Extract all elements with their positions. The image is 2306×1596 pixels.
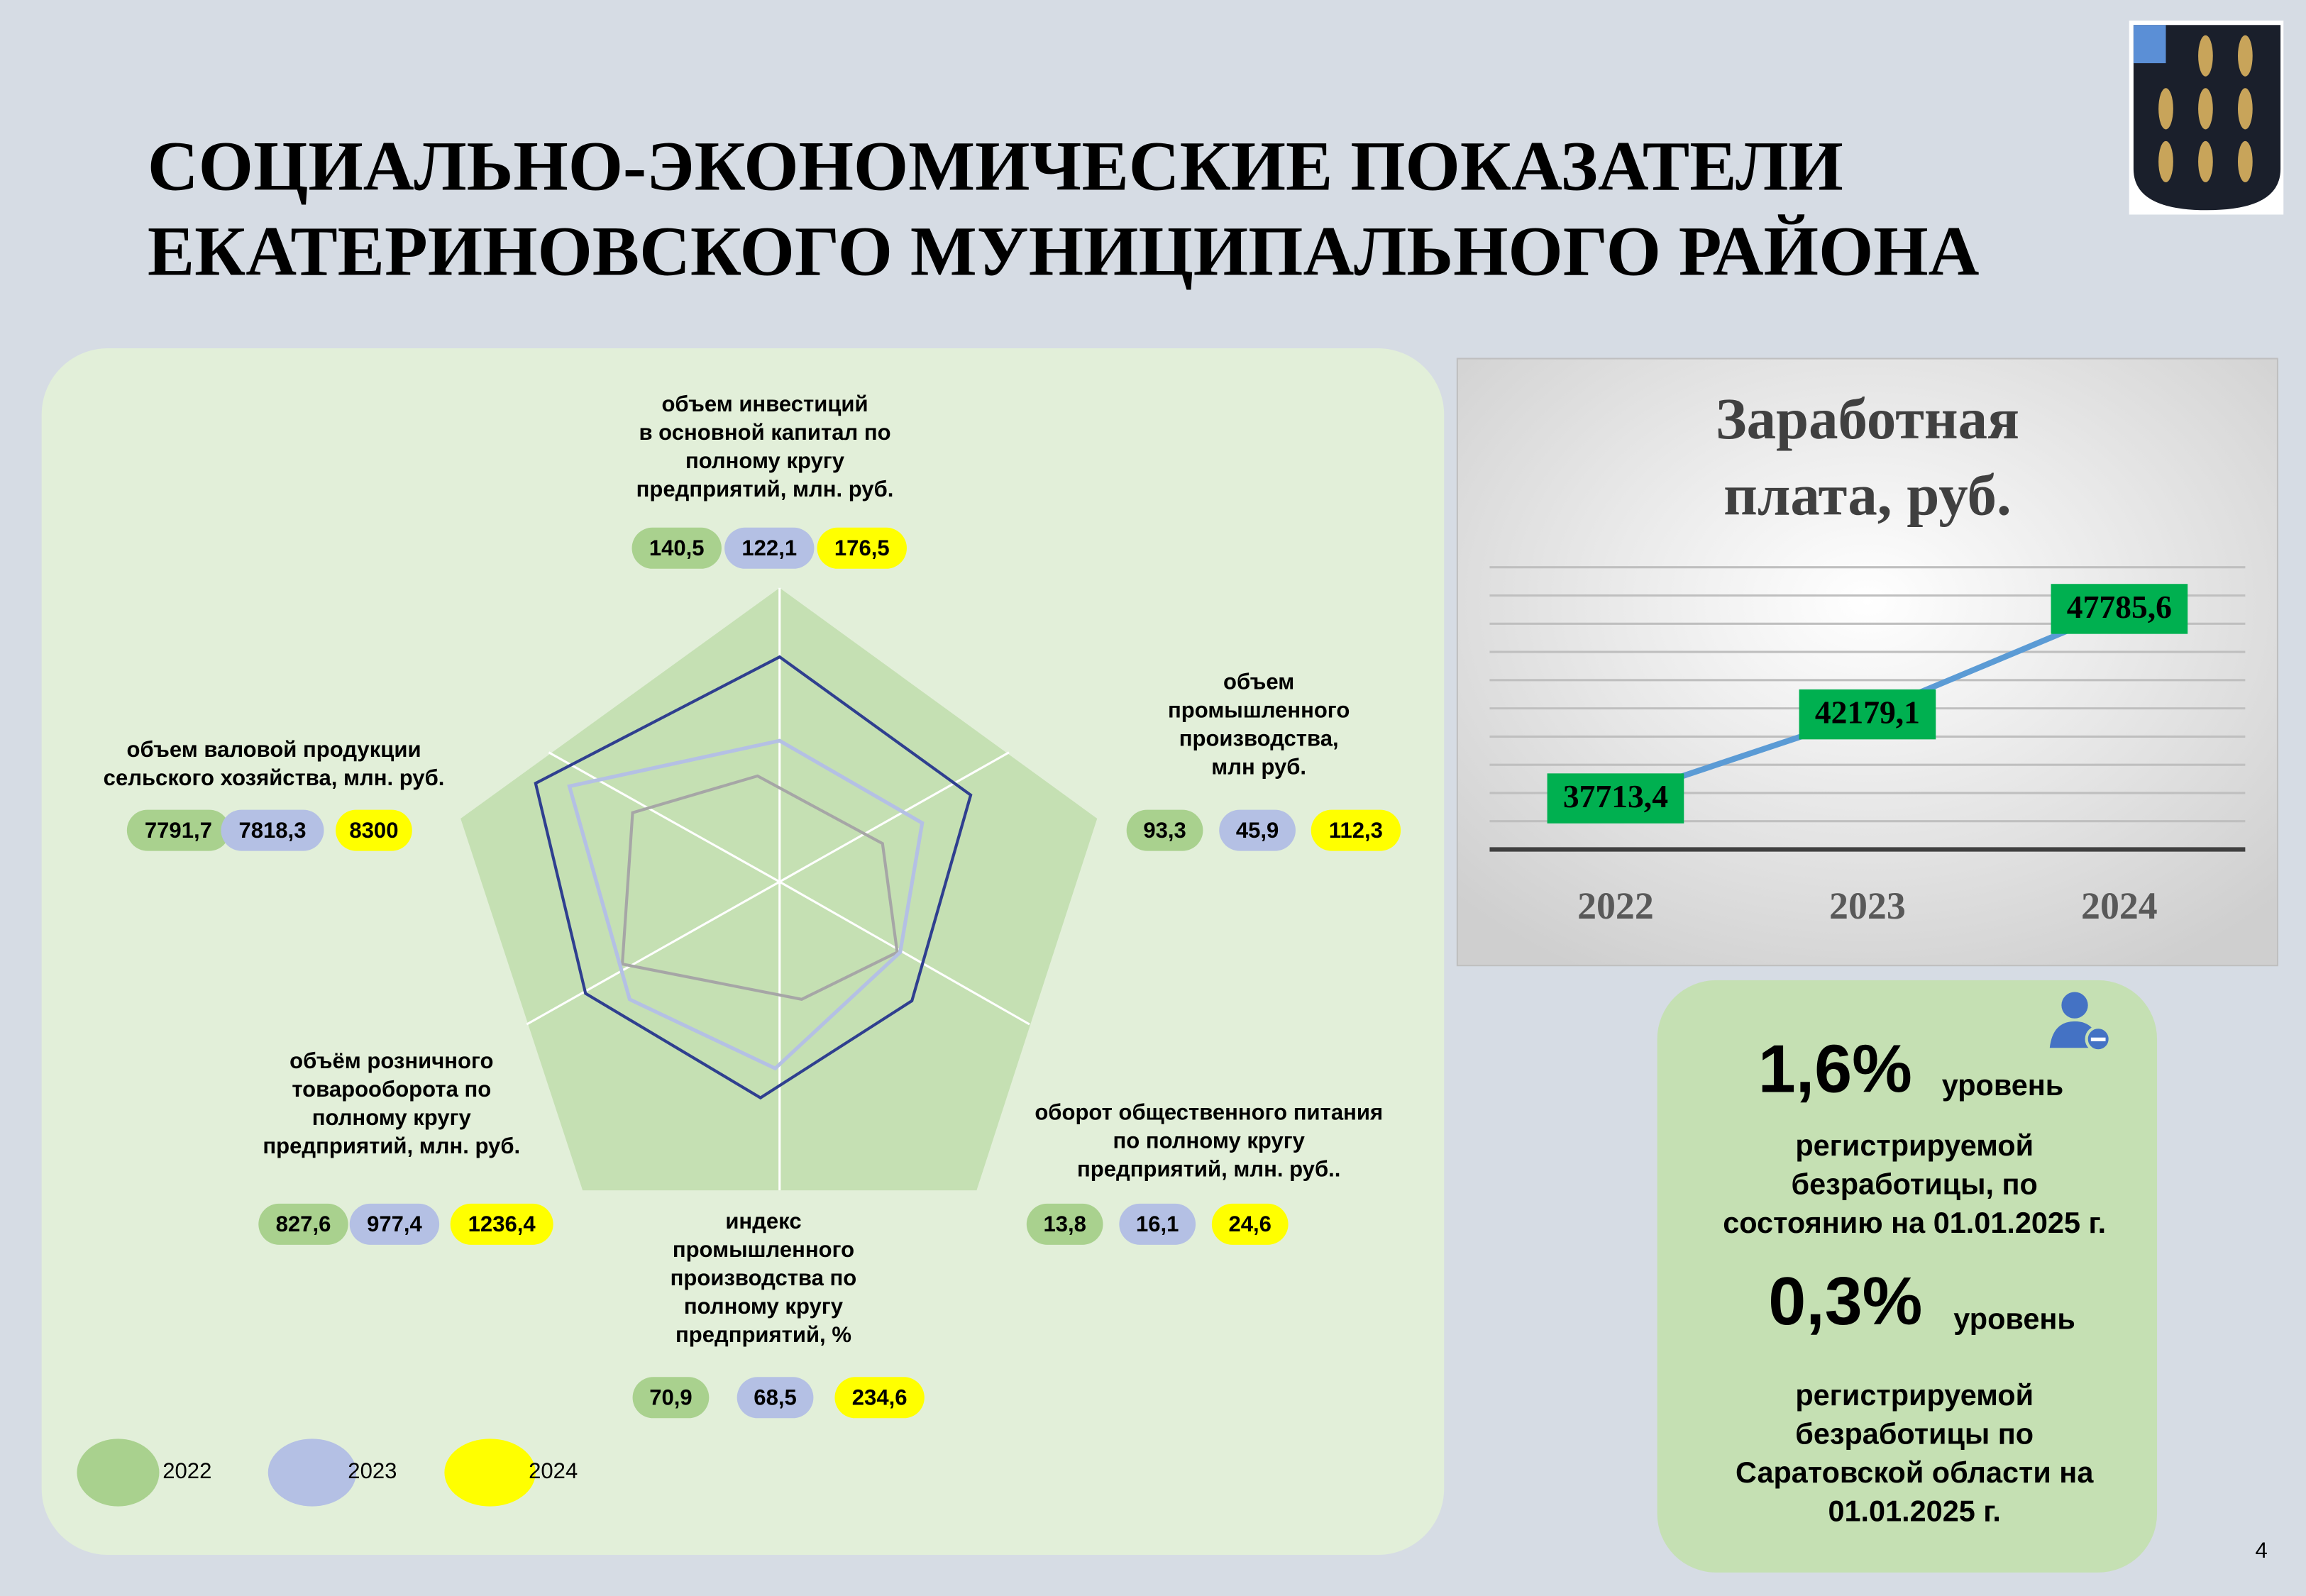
indicator-label: в основной капитал по xyxy=(639,420,890,445)
value-pill xyxy=(1026,1203,1103,1245)
coat-of-arms xyxy=(2129,21,2284,215)
x-tick-label: 2022 xyxy=(1577,885,1654,927)
legend-label: 2023 xyxy=(348,1458,397,1483)
value-label: 8300 xyxy=(349,818,398,843)
rate-text: безработицы по xyxy=(1795,1417,2034,1451)
slide-title: СОЦИАЛЬНО-ЭКОНОМИЧЕСКИЕ ПОКАЗАТЕЛИ xyxy=(148,126,1843,205)
indicator-label: объём розничного xyxy=(289,1048,493,1073)
legend-swatch xyxy=(77,1439,160,1507)
salary-chart: Заработная плата, руб. xyxy=(1456,358,2278,967)
value-pill xyxy=(1311,809,1401,851)
rate-word: уровень xyxy=(1942,1068,2064,1102)
indicator-label: предприятий, млн. руб.. xyxy=(1077,1157,1340,1182)
value-label: 977,4 xyxy=(367,1212,422,1236)
page-number: 4 xyxy=(2256,1538,2268,1563)
label-box xyxy=(2051,584,2188,634)
indicator-label: индекс xyxy=(725,1209,801,1234)
value-pill xyxy=(632,1377,710,1419)
value-pill xyxy=(349,1203,440,1245)
value-label: 16,1 xyxy=(1136,1212,1179,1236)
x-tick-label: 2023 xyxy=(1829,885,1906,927)
indicator-label: предприятий, млн. руб. xyxy=(636,477,894,501)
data-label: 47785,6 xyxy=(2067,589,2172,625)
indicator-label: объем инвестиций xyxy=(661,392,868,416)
value-label: 1236,4 xyxy=(468,1212,536,1236)
label-box xyxy=(1547,773,1684,824)
value-label: 24,6 xyxy=(1229,1212,1271,1236)
value-pill xyxy=(631,527,722,569)
x-tick-label: 2024 xyxy=(2081,885,2158,927)
value-label: 45,9 xyxy=(1236,818,1279,843)
rate-text: состоянию на 01.01.2025 г. xyxy=(1723,1206,2106,1239)
unemployment-box xyxy=(1657,980,2158,1573)
data-label: 37713,4 xyxy=(1563,778,1668,814)
rate-value: 1,6% xyxy=(1758,1032,1912,1107)
indicator-label: промышленного xyxy=(673,1237,854,1262)
indicator-label: млн руб. xyxy=(1211,755,1306,780)
indicator-label: полному кругу xyxy=(685,448,845,473)
value-pill xyxy=(817,527,907,569)
indicator-panel xyxy=(41,348,1445,1555)
value-label: 140,5 xyxy=(649,536,705,560)
value-pill xyxy=(126,809,230,851)
value-pill xyxy=(724,527,815,569)
slide-title: ЕКАТЕРИНОВСКОГО МУНИЦИПАЛЬНОГО РАЙОНА xyxy=(148,211,1980,290)
value-label: 7818,3 xyxy=(238,818,306,843)
value-pill xyxy=(1119,1203,1196,1245)
indicator-label: оборот общественного питания xyxy=(1035,1100,1383,1125)
value-label: 112,3 xyxy=(1329,818,1383,843)
rate-value: 0,3% xyxy=(1768,1264,1922,1339)
value-label: 13,8 xyxy=(1043,1212,1086,1236)
value-label: 234,6 xyxy=(852,1385,907,1410)
rate-text: безработицы, по xyxy=(1792,1168,2038,1201)
indicator-label: полному кругу xyxy=(312,1105,472,1130)
value-label: 827,6 xyxy=(276,1212,331,1236)
value-pill xyxy=(450,1203,553,1245)
data-label: 42179,1 xyxy=(1815,694,1920,731)
rate-text: регистрируемой xyxy=(1795,1378,2034,1412)
value-pill xyxy=(834,1377,925,1419)
value-label: 176,5 xyxy=(834,536,890,560)
indicator-label: полному кругу xyxy=(684,1294,844,1319)
rate-text: 01.01.2025 г. xyxy=(1828,1495,2000,1528)
value-pill xyxy=(1211,1203,1289,1245)
legend-swatch xyxy=(267,1439,357,1507)
indicator-label: сельского хозяйства, млн. руб. xyxy=(104,765,445,790)
rate-text: регистрируемой xyxy=(1795,1129,2034,1162)
value-pill xyxy=(1219,809,1296,851)
rate-text: Саратовской области на xyxy=(1736,1456,2094,1489)
indicator-label: предприятий, % xyxy=(675,1322,851,1347)
rate-word: уровень xyxy=(1953,1302,2075,1336)
value-label: 70,9 xyxy=(649,1385,692,1410)
legend-label: 2022 xyxy=(162,1458,211,1483)
value-pill xyxy=(336,809,412,851)
chart-title: плата, руб. xyxy=(1723,462,2012,528)
value-pill xyxy=(1126,809,1203,851)
indicator-label: промышленного xyxy=(1168,698,1350,723)
value-label: 93,3 xyxy=(1143,818,1186,843)
value-label: 7791,7 xyxy=(145,818,212,843)
indicator-label: объем xyxy=(1223,670,1294,694)
indicator-label: производства по xyxy=(671,1265,857,1290)
value-pill xyxy=(221,809,324,851)
value-label: 122,1 xyxy=(741,536,797,560)
label-box xyxy=(1799,689,1936,740)
legend-swatch xyxy=(444,1439,536,1507)
indicator-label: предприятий, млн. руб. xyxy=(263,1134,520,1158)
indicator-label: по полному кругу xyxy=(1113,1129,1305,1153)
value-pill xyxy=(737,1377,814,1419)
legend-label: 2024 xyxy=(529,1458,578,1483)
value-label: 68,5 xyxy=(754,1385,796,1410)
indicator-label: производства, xyxy=(1179,726,1339,751)
chart-title: Заработная xyxy=(1716,386,2019,451)
indicator-label: объем валовой продукции xyxy=(127,737,421,762)
indicator-label: товарооборота по xyxy=(292,1077,491,1102)
value-pill xyxy=(258,1203,348,1245)
